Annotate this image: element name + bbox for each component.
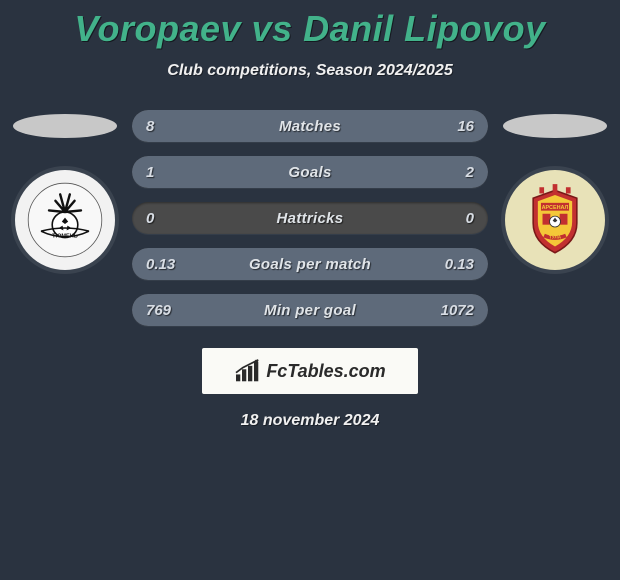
stat-left-value: 769 xyxy=(132,302,192,319)
stat-right-value: 2 xyxy=(428,164,488,181)
page-title: Voropaev vs Danil Lipovoy xyxy=(0,0,620,50)
stat-row: 769Min per goal1072 xyxy=(132,294,488,326)
stat-label: Hattricks xyxy=(192,210,428,227)
right-player-placeholder xyxy=(503,114,607,138)
stat-left-value: 1 xyxy=(132,164,192,181)
stat-left-value: 8 xyxy=(132,118,192,135)
stat-row: 0Hattricks0 xyxy=(132,202,488,234)
right-side: АРСЕНАЛ ТУЛА xyxy=(496,110,614,270)
main-row: ТЮМЕНЬ 8Matches161Goals20Hattricks00.13G… xyxy=(0,110,620,326)
stats-column: 8Matches16 1Goals2 0Hattricks0 0.13Goals pe… xyxy=(124,110,496,326)
branding-box[interactable]: FcTables.com xyxy=(202,348,418,394)
right-badge-icon: АРСЕНАЛ ТУЛА xyxy=(516,181,594,259)
date-line: 18 november 2024 xyxy=(0,412,620,430)
stat-right-value: 0 xyxy=(428,210,488,227)
stat-left-value: 0.13 xyxy=(132,256,192,273)
stat-left-value: 0 xyxy=(132,210,192,227)
branding-chart-icon xyxy=(234,359,262,383)
stat-label: Goals per match xyxy=(192,256,428,273)
stat-right-value: 1072 xyxy=(428,302,488,319)
stat-label: Matches xyxy=(192,118,428,135)
svg-text:АРСЕНАЛ: АРСЕНАЛ xyxy=(542,205,569,211)
subtitle: Club competitions, Season 2024/2025 xyxy=(0,62,620,80)
left-player-placeholder xyxy=(13,114,117,138)
svg-text:ТУЛА: ТУЛА xyxy=(549,235,562,240)
svg-text:ТЮМЕНЬ: ТЮМЕНЬ xyxy=(52,234,78,240)
stat-label: Min per goal xyxy=(192,302,428,319)
left-side: ТЮМЕНЬ xyxy=(6,110,124,270)
stat-right-value: 16 xyxy=(428,118,488,135)
left-badge-icon: ТЮМЕНЬ xyxy=(25,180,105,260)
stat-row: 1Goals2 xyxy=(132,156,488,188)
stat-right-value: 0.13 xyxy=(428,256,488,273)
right-team-badge: АРСЕНАЛ ТУЛА xyxy=(505,170,605,270)
branding-text: FcTables.com xyxy=(266,361,385,382)
stat-row: 0.13Goals per match0.13 xyxy=(132,248,488,280)
stat-row: 8Matches16 xyxy=(132,110,488,142)
stat-label: Goals xyxy=(192,164,428,181)
left-team-badge: ТЮМЕНЬ xyxy=(15,170,115,270)
comparison-card: Voropaev vs Danil Lipovoy Club competiti… xyxy=(0,0,620,430)
